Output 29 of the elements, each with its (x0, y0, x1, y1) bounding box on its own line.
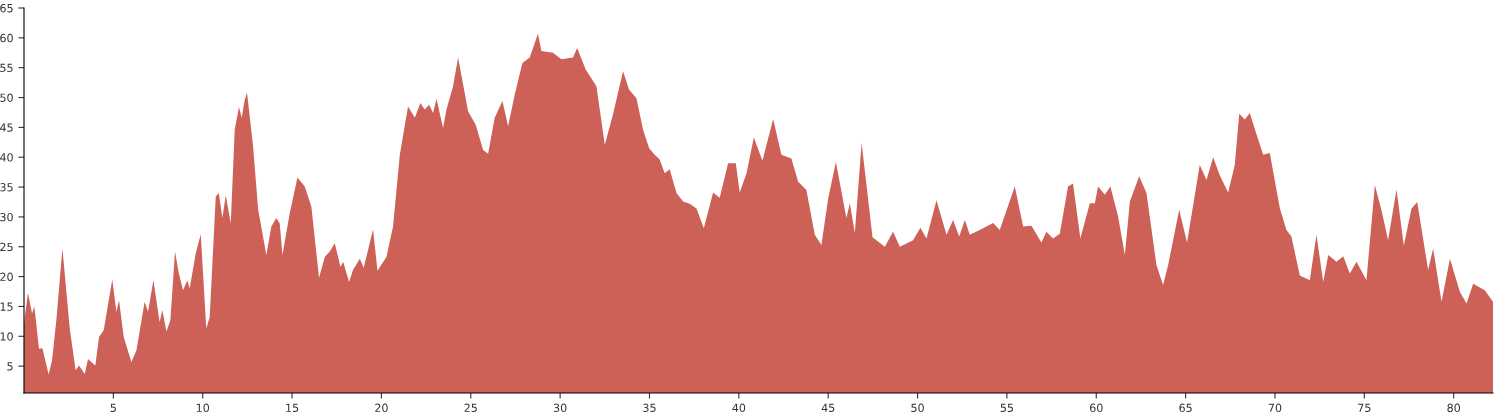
x-tick-label: 65 (1179, 403, 1192, 413)
x-tick-label: 5 (110, 403, 116, 413)
y-tick-label: 20 (0, 272, 13, 281)
y-tick-label: 10 (0, 332, 13, 341)
x-tick-label: 30 (553, 403, 567, 413)
x-tick-label: 70 (1268, 403, 1282, 413)
x-tick-label: 20 (375, 403, 388, 413)
y-tick-label: 55 (0, 63, 13, 73)
x-tick-label: 60 (1089, 403, 1103, 413)
x-tick-label: 15 (286, 403, 299, 413)
x-tick-label: 75 (1358, 403, 1371, 413)
y-tick-label: 45 (0, 123, 13, 132)
x-tick-label: 25 (464, 403, 477, 413)
x-tick-label: 40 (732, 403, 746, 413)
y-tick-label: 5 (7, 362, 13, 371)
x-tick-label: 10 (196, 403, 210, 413)
x-tick-label: 80 (1447, 403, 1461, 413)
y-tick-label: 50 (0, 93, 13, 102)
y-tick-label: 15 (0, 302, 13, 311)
y-tick-label: 35 (0, 183, 13, 192)
y-tick-label: 65 (0, 3, 13, 13)
x-tick-label: 35 (643, 403, 656, 413)
y-tick-label: 40 (0, 153, 13, 162)
y-tick-label: 30 (0, 212, 13, 222)
y-tick-label: 25 (0, 242, 13, 252)
x-tick-label: 50 (911, 403, 924, 413)
x-tick-label: 55 (1000, 403, 1014, 413)
x-tick-label: 45 (821, 403, 835, 413)
y-tick-label: 60 (0, 33, 13, 43)
